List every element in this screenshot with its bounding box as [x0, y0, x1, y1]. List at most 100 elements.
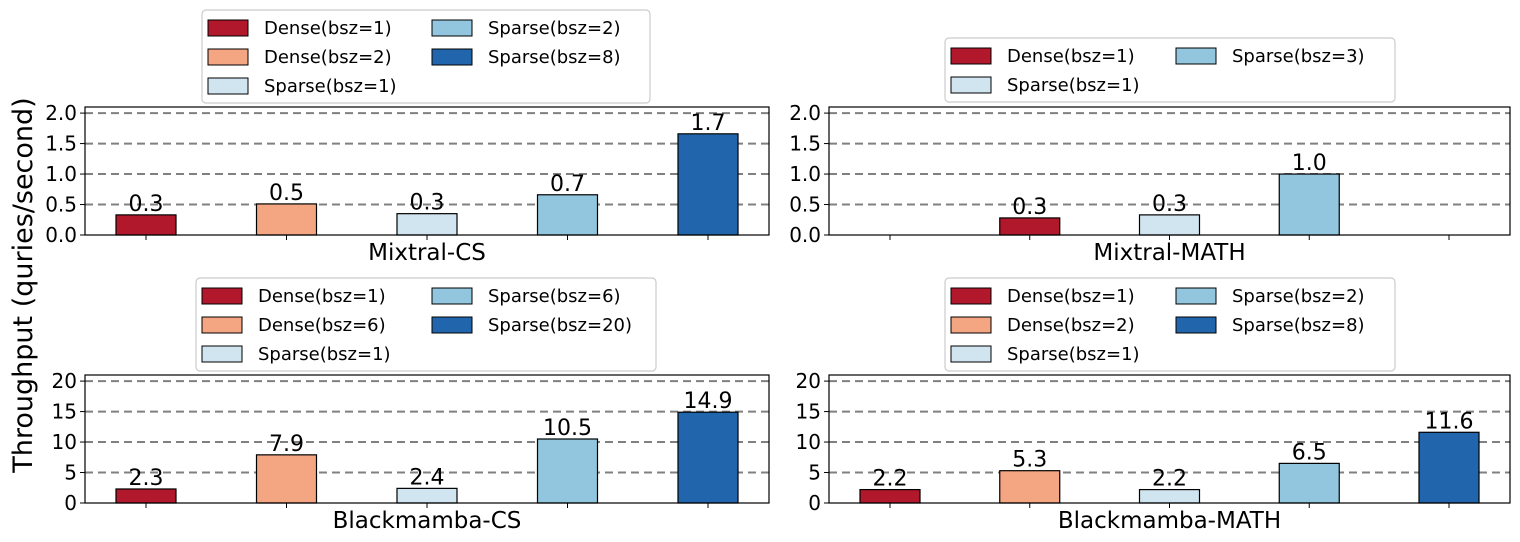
y-tick-label: 0.5: [45, 193, 77, 217]
y-tick-label: 0.5: [789, 193, 821, 217]
legend-label: Sparse(bsz=8): [1232, 315, 1365, 336]
legend-item-sparse-bsz-20: Sparse(bsz=20): [431, 315, 632, 336]
bar-value-label: 0.5: [269, 181, 304, 206]
legend-item-sparse-bsz-8: Sparse(bsz=8): [431, 47, 621, 68]
legend-item-dense-bsz-1: Dense(bsz=1): [950, 46, 1135, 67]
bar-sparse-bsz-3: [1278, 173, 1340, 236]
y-tick-label: 5: [808, 461, 821, 485]
bar-value-label: 1.7: [691, 111, 726, 136]
bar-value-label: 5.3: [1012, 448, 1047, 473]
chart-panel-blackmamba-math: 2.2 5.3 2.2 6.5 11.6 0 5 10 15 20 Blackmamba-MATH D…: [796, 277, 1511, 534]
bar-sparse-bsz-2: [1278, 462, 1340, 504]
bar-value-label: 2.2: [873, 467, 908, 492]
bar-dense-bsz-6: [255, 454, 318, 504]
legend-swatch: [201, 316, 243, 334]
legend-label: Dense(bsz=1): [264, 18, 392, 39]
y-tick-label: 1.5: [45, 132, 77, 156]
bar-sparse-bsz-1: [1138, 488, 1201, 504]
bar-value-label: 6.5: [1292, 440, 1327, 465]
y-tick-label: 1.0: [789, 162, 821, 186]
x-axis-label: Mixtral-MATH: [1093, 240, 1245, 266]
y-tick-label: 0: [808, 491, 821, 515]
legend-label: Sparse(bsz=1): [1007, 344, 1140, 365]
legend-label: Dense(bsz=1): [258, 286, 386, 307]
legend-label: Sparse(bsz=8): [488, 47, 621, 68]
chart-panel-mixtral-cs: 0.3 0.5 0.3 0.7 1.7 0.0 0.5 1.0 1.5 2.0 Mixtral-CS…: [45, 9, 770, 266]
bar-sparse-bsz-1: [396, 213, 458, 236]
legend: Dense(bsz=1) Dense(bsz=2) Sparse(bsz=1) Spa…: [944, 277, 1396, 372]
y-tick-label: 2.0: [45, 101, 77, 125]
legend-swatch: [431, 316, 473, 334]
chart-panel-blackmamba-cs: 2.3 7.9 2.4 10.5 14.9 0 5 10 15 20 Blackmamba-CS De…: [52, 277, 770, 534]
bar-value-label: 1.0: [1292, 151, 1327, 176]
bar-value-label: 2.3: [129, 466, 164, 491]
bar-value-label: 10.5: [543, 416, 592, 441]
bar-dense-bsz-1: [859, 488, 921, 504]
legend-box: [944, 277, 1396, 372]
bar-sparse-bsz-6: [536, 438, 599, 504]
legend-box: [201, 9, 651, 104]
legend-item-sparse-bsz-2: Sparse(bsz=2): [1175, 286, 1365, 307]
bar-value-label: 11.6: [1425, 409, 1474, 434]
bar-sparse-bsz-20: [677, 411, 739, 504]
y-tick-label: 1.5: [789, 132, 821, 156]
y-tick-label: 5: [64, 461, 77, 485]
legend-swatch: [431, 19, 473, 37]
y-tick-label: 10: [52, 430, 77, 454]
bar-value-label: 14.9: [684, 389, 733, 414]
legend-label: Sparse(bsz=2): [488, 18, 621, 39]
legend-item-dense-bsz-6: Dense(bsz=6): [201, 315, 386, 336]
bar-value-label: 2.4: [410, 465, 445, 490]
y-tick-label: 15: [796, 400, 821, 424]
legend-item-dense-bsz-1: Dense(bsz=1): [950, 286, 1135, 307]
legend-swatch: [201, 345, 243, 363]
legend-swatch: [1175, 287, 1217, 305]
legend: Dense(bsz=1) Sparse(bsz=1) Sparse(bsz=3): [944, 37, 1396, 103]
y-tick-label: 2.0: [789, 101, 821, 125]
legend-label: Sparse(bsz=2): [1232, 286, 1365, 307]
legend-item-sparse-bsz-1: Sparse(bsz=1): [950, 344, 1140, 365]
legend-item-sparse-bsz-6: Sparse(bsz=6): [431, 286, 621, 307]
legend-item-dense-bsz-2: Dense(bsz=2): [207, 47, 392, 68]
legend-item-sparse-bsz-2: Sparse(bsz=2): [431, 18, 621, 39]
legend-item-sparse-bsz-1: Sparse(bsz=1): [201, 344, 391, 365]
bar-value-label: 0.3: [1152, 192, 1187, 217]
bar-value-label: 7.9: [269, 432, 304, 457]
legend-box: [944, 37, 1396, 103]
y-tick-label: 10: [796, 430, 821, 454]
legend-swatch: [950, 316, 992, 334]
legend-swatch: [207, 77, 249, 95]
y-tick-label: 20: [52, 369, 77, 393]
y-tick-label: 1.0: [45, 162, 77, 186]
legend-swatch: [950, 76, 992, 94]
legend-box: [195, 277, 657, 372]
legend-swatch: [950, 47, 992, 65]
bar-sparse-bsz-1: [396, 487, 458, 504]
legend-label: Dense(bsz=6): [258, 315, 386, 336]
y-tick-label: 0.0: [789, 223, 821, 247]
bar-dense-bsz-1: [999, 217, 1061, 236]
legend-swatch: [1175, 47, 1217, 65]
legend-swatch: [207, 48, 249, 66]
bar-value-label: 0.3: [129, 192, 164, 217]
bar-dense-bsz-1: [115, 214, 177, 236]
legend-item-sparse-bsz-3: Sparse(bsz=3): [1175, 46, 1365, 67]
legend-label: Sparse(bsz=1): [1007, 75, 1140, 96]
bar-sparse-bsz-8: [1418, 431, 1480, 504]
legend-swatch: [431, 287, 473, 305]
y-tick-label: 0.0: [45, 223, 77, 247]
x-axis-label: Blackmamba-MATH: [1058, 508, 1281, 534]
legend-swatch: [950, 287, 992, 305]
legend: Dense(bsz=1) Dense(bsz=6) Sparse(bsz=1) Spa…: [195, 277, 657, 372]
legend-label: Sparse(bsz=20): [488, 315, 632, 336]
legend-item-sparse-bsz-8: Sparse(bsz=8): [1175, 315, 1365, 336]
legend-label: Sparse(bsz=3): [1232, 46, 1365, 67]
legend-label: Dense(bsz=2): [264, 47, 392, 68]
legend-label: Dense(bsz=1): [1007, 286, 1135, 307]
legend-swatch: [207, 19, 249, 37]
y-axis-label: Throughput (quries/second): [8, 97, 39, 473]
legend-swatch: [431, 48, 473, 66]
legend-label: Sparse(bsz=6): [488, 286, 621, 307]
legend-swatch: [1175, 316, 1217, 334]
bar-value-label: 0.3: [1012, 195, 1047, 220]
